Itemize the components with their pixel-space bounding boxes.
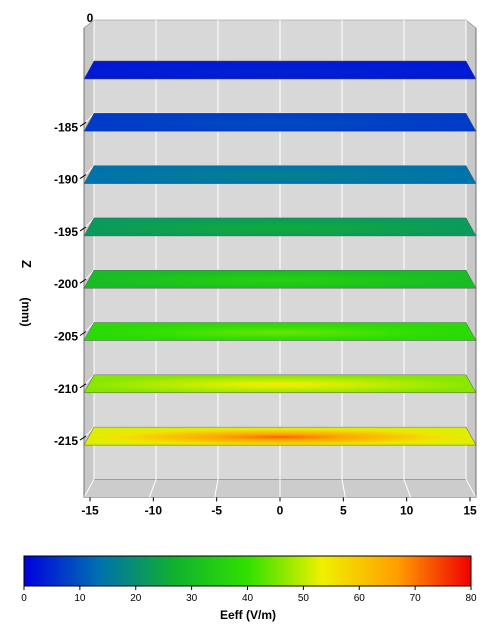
x-axis-tick-label: -15 [81, 503, 99, 517]
z-axis-tick-label: -195 [54, 225, 78, 239]
heatmap-slice [83, 113, 477, 132]
colorbar-tick-label: 80 [465, 593, 477, 604]
z-axis-tick-label: -200 [54, 277, 78, 291]
axis-box-front [83, 28, 477, 498]
x-axis-tick-label: 10 [400, 503, 414, 517]
colorbar-label: Eeff (V/m) [220, 608, 276, 622]
x-axis-tick-label: 5 [340, 503, 347, 517]
z-axis-tick-mark [79, 331, 87, 336]
z-axis-tick-mark [79, 383, 87, 389]
x-axis-tick-label: -5 [211, 503, 222, 517]
colorbar-tick-label: 30 [186, 593, 198, 604]
colorbar-ticks: 0 10 20 30 40 50 60 70 80 [21, 586, 477, 604]
x-axis-tick-label: 15 [463, 503, 477, 517]
colorbar-tick-label: 0 [21, 593, 27, 604]
colorbar-tick-label: 20 [130, 593, 142, 604]
z-axis-tick-mark [79, 121, 87, 127]
colorbar-tick-label: 40 [242, 593, 254, 604]
heatmap-slice [83, 217, 477, 237]
x-axis-tick-label: -10 [145, 503, 163, 517]
z-axis-top-tick-label: 0 [87, 11, 94, 25]
z-axis-tick-label: -215 [54, 434, 78, 448]
colorbar-tick-label: 10 [74, 593, 86, 604]
heatmap-slice [83, 374, 477, 394]
z-axis-tick-label: -190 [54, 173, 78, 187]
z-axis-ticks: -185 -190 -195 -200 -205 -210 -215 [54, 120, 87, 448]
colorbar [23, 555, 472, 587]
z-axis-label: Z [19, 260, 34, 268]
z-axis-tick-mark [79, 226, 87, 232]
axis-box-back [83, 19, 477, 499]
z-axis-unit-label: (mm) [19, 297, 33, 326]
heatmap-slice [83, 426, 477, 446]
z-axis-tick-label: -205 [54, 330, 78, 344]
colorbar-tick-label: 50 [298, 593, 310, 604]
z-axis-tick-mark [79, 278, 87, 284]
z-axis-tick-mark [79, 174, 87, 180]
colorbar-tick-label: 70 [410, 593, 422, 604]
x-axis-tick-label: 0 [277, 503, 284, 517]
z-axis-tick-label: -210 [54, 382, 78, 396]
heatmap-slice [83, 269, 477, 289]
x-axis-ticks: -15 -10 -5 0 5 10 15 [81, 497, 477, 517]
heatmap-slice [83, 60, 477, 80]
z-axis-tick-label: -185 [54, 120, 78, 134]
z-axis-tick-mark [79, 435, 87, 441]
slices-group [83, 60, 477, 446]
heatmap-slice [83, 322, 477, 341]
colorbar-tick-label: 60 [354, 593, 366, 604]
heatmap-slice [83, 165, 477, 184]
